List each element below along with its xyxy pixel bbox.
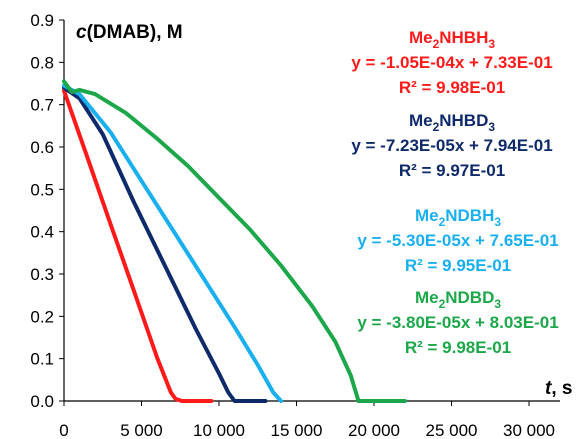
x-tick-label: 5 000	[120, 421, 163, 439]
series-line-3	[62, 83, 283, 403]
x-tick-label: 15 000	[271, 421, 323, 439]
y-axis-title: c(DMAB), M	[76, 22, 183, 43]
series-annotation-1: Me2NHBH3 y = -1.05E-04x + 7.33E-01 R² = 9.…	[351, 28, 552, 97]
y-tick-label: 0.6	[30, 138, 54, 157]
series-annotation-3: Me2NDBH3 y = -5.30E-05x + 7.65E-01 R² = 9.…	[357, 206, 558, 275]
x-axis-title: t, s	[545, 378, 572, 399]
x-ticks: 0 5 000 10 000 15 000 20 000 25 000 30 000	[59, 401, 555, 439]
y-tick-label: 0.5	[30, 180, 54, 199]
regression-equation: y = -5.30E-05x + 7.65E-01	[357, 231, 558, 250]
y-tick-label: 0.0	[30, 392, 54, 411]
y-tick-label: 0.7	[30, 96, 54, 115]
formula-label: Me2NDBH3	[415, 206, 501, 229]
r-squared-value: R² = 9.97E-01	[399, 161, 505, 180]
y-ticks: 0.0 0.1 0.2 0.3 0.4 0.5 0.6 0.7 0.8 0.9	[30, 11, 64, 411]
y-tick-label: 0.1	[30, 350, 54, 369]
x-axis-title-rest: , s	[551, 378, 572, 399]
y-axis-title-rest: (DMAB), M	[87, 22, 183, 43]
x-tick-label: 0	[59, 421, 68, 439]
regression-equation: y = -1.05E-04x + 7.33E-01	[351, 53, 552, 72]
r-squared-value: R² = 9.95E-01	[405, 256, 511, 275]
regression-equation: y = -3.80E-05x + 8.03E-01	[357, 313, 558, 332]
y-tick-label: 0.8	[30, 53, 54, 72]
x-tick-label: 30 000	[503, 421, 555, 439]
series-line-1	[62, 88, 214, 403]
r-squared-value: R² = 9.98E-01	[405, 338, 511, 357]
y-tick-label: 0.2	[30, 307, 54, 326]
series-line-4	[62, 79, 407, 403]
series-annotation-4: Me2NDBD3 y = -3.80E-05x + 8.03E-01 R² = 9.…	[357, 288, 558, 357]
y-tick-label: 0.3	[30, 265, 54, 284]
regression-equation: y = -7.23E-05x + 7.94E-01	[351, 136, 552, 155]
annotations: Me2NHBH3 y = -1.05E-04x + 7.33E-01 R² = 9.…	[351, 28, 558, 357]
y-tick-label: 0.4	[30, 223, 54, 242]
formula-label: Me2NDBD3	[415, 288, 501, 311]
r-squared-value: R² = 9.98E-01	[399, 78, 505, 97]
x-tick-label: 10 000	[193, 421, 245, 439]
series-lines	[62, 79, 407, 403]
formula-label: Me2NHBH3	[409, 28, 495, 51]
x-tick-label: 20 000	[348, 421, 400, 439]
series-annotation-2: Me2NHBD3 y = -7.23E-05x + 7.94E-01 R² = 9.…	[351, 111, 552, 180]
series-line-2	[62, 85, 268, 403]
x-tick-label: 25 000	[426, 421, 478, 439]
formula-label: Me2NHBD3	[409, 111, 495, 134]
y-tick-label: 0.9	[30, 11, 54, 30]
